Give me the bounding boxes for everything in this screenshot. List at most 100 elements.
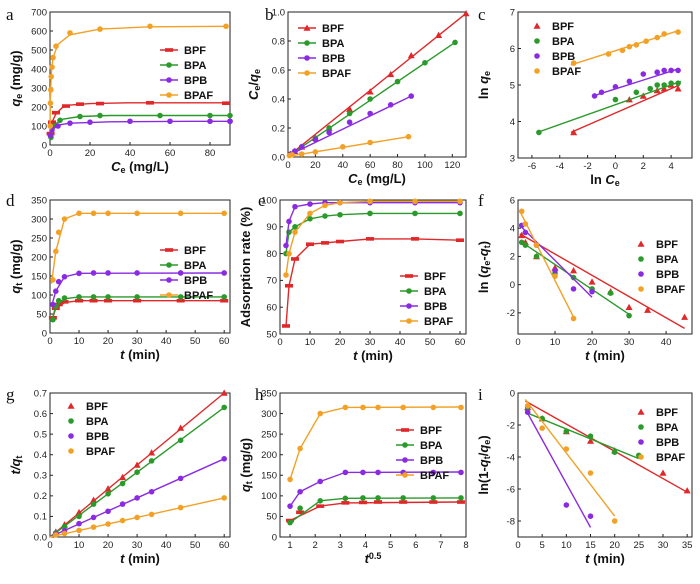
data-point-bpf <box>48 120 56 124</box>
panel-b-xtick-label: 60 <box>365 160 376 171</box>
data-point-bpf <box>587 437 594 444</box>
panel-c-xtick-label: 0 <box>613 161 618 172</box>
data-point-bpaf <box>67 30 73 36</box>
panel-g-xlabel: t (min) <box>120 551 160 566</box>
data-point-bpa <box>458 495 464 501</box>
data-point-bpa <box>346 110 353 117</box>
data-point-bpaf <box>105 210 111 217</box>
panel-d-ytick-label: 100 <box>31 290 47 301</box>
panel-a-xlabel: Ce (mg/L) <box>111 159 169 175</box>
legend-label-bpf: BPF <box>420 425 442 437</box>
data-point-bpaf <box>633 42 640 48</box>
panel-d-ytick-label: 300 <box>31 214 47 225</box>
data-point-bpf <box>133 298 142 303</box>
series-bpa-panel-d <box>50 294 227 323</box>
panel-i-xtick-label: 15 <box>585 540 596 551</box>
data-point-bpa <box>522 242 529 248</box>
data-point-bpf <box>89 298 98 303</box>
data-point-bpa <box>287 519 293 526</box>
data-point-bpaf <box>221 495 227 501</box>
series-bpaf-panel-a <box>47 23 229 130</box>
panel-b-xtick-label: 20 <box>310 160 321 171</box>
panel-g-ytick-label: 0.4 <box>34 450 47 461</box>
data-point-bpa <box>76 513 82 520</box>
panel-b-letter: b <box>265 5 274 24</box>
panel-a: 0 20 40 60 80 0 100 200 300 400 500 600 700 Ce (mg/L)… <box>6 5 233 175</box>
data-point-bpa <box>536 129 542 136</box>
panel-a-xtick-label: 40 <box>125 148 136 159</box>
panel-i-ytick-label: -8 <box>507 516 515 527</box>
panel-g-xtick-label: 60 <box>219 540 230 551</box>
data-point-bpf <box>659 469 667 476</box>
data-point-bpaf <box>53 532 59 538</box>
series-bpb-panel-b <box>287 93 415 157</box>
data-point-bpaf <box>147 23 153 30</box>
series-bpf-panel-d <box>48 298 229 322</box>
legend-label-bpf: BPF <box>184 45 206 57</box>
legend-label-bpb: BPB <box>184 75 207 87</box>
data-point-bpb <box>286 218 292 225</box>
legend-label-bpb: BPB <box>424 301 447 313</box>
legend-label-bpa: BPA <box>86 416 108 428</box>
data-point-bpf <box>285 283 293 288</box>
data-point-bpf <box>456 500 465 504</box>
panel-i-ytick-label: -2 <box>507 420 515 431</box>
series-bpb-panel-g <box>49 456 227 538</box>
data-point-bpa <box>50 316 56 323</box>
data-point-bpb <box>61 273 68 280</box>
legend-label-bpaf: BPAF <box>552 66 581 78</box>
legend-marker <box>406 288 412 294</box>
panel-a-ytick-label: 100 <box>31 121 47 132</box>
panel-e-legend: BPF BPA BPB BPAF <box>400 271 453 328</box>
panel-g-legend: BPF BPA BPB BPAF <box>67 401 115 458</box>
data-point-bpaf <box>405 133 412 140</box>
fit-line-bpaf <box>524 398 616 517</box>
panel-h-xtick-label: 7 <box>438 540 443 551</box>
data-point-bpa <box>668 80 674 86</box>
legend-label-bpf: BPF <box>184 245 206 257</box>
legend-label-bpf: BPF <box>322 23 344 35</box>
data-point-bpa <box>57 117 63 124</box>
panel-g-ytick-label: 0.7 <box>34 388 47 399</box>
legend-label-bpaf: BPAF <box>656 284 685 296</box>
panel-a-xtick-label: 20 <box>85 148 96 159</box>
legend-marker <box>637 240 645 247</box>
data-point-bpf <box>644 306 652 313</box>
panel-f-xtick-label: 20 <box>587 337 598 348</box>
panel-i-xlabel: t (min) <box>585 551 625 566</box>
panel-g-xtick-label: 50 <box>190 540 201 551</box>
data-point-bpf <box>407 52 415 59</box>
panel-i: 0 5 10 15 20 25 30 35 -8 -6 -4 -2 0 t (min) ln(1-qt/qe… <box>476 385 693 566</box>
data-point-bpa <box>326 125 332 131</box>
legend-label-bpaf: BPAF <box>86 446 115 458</box>
data-point-bpaf <box>375 404 381 411</box>
data-point-bpf <box>341 501 350 505</box>
data-point-bpaf <box>312 149 319 155</box>
panel-g-ylabel: t/qt <box>8 456 24 475</box>
data-point-bpa <box>97 112 103 119</box>
panel-i-xtick-label: 30 <box>658 540 669 551</box>
panel-d-xtick-label: 40 <box>161 336 172 347</box>
data-point-bpa <box>533 253 540 260</box>
data-point-bpb <box>167 118 173 125</box>
data-point-bpaf <box>148 511 155 518</box>
panel-h-ytick-label: 350 <box>261 388 277 399</box>
data-point-bpf <box>399 500 408 504</box>
data-point-bpb <box>307 201 313 207</box>
series-bpa-panel-a <box>48 112 233 141</box>
data-point-bpaf <box>570 315 577 322</box>
panel-c-ytick-label: 4 <box>510 117 515 128</box>
data-point-bpaf <box>675 29 681 35</box>
data-point-bpa <box>654 82 660 88</box>
series-bpf-panel-g <box>49 389 228 538</box>
legend-label-bpf: BPF <box>424 271 446 283</box>
data-point-bpaf <box>539 425 545 432</box>
data-point-bpaf <box>661 31 667 37</box>
panel-c-xtick-label: 4 <box>668 161 673 172</box>
series-bpb-panel-e <box>283 199 463 249</box>
data-point-bpb <box>661 67 667 74</box>
data-point-bpaf <box>90 210 97 217</box>
data-point-bpa <box>207 112 213 119</box>
series-bpb-panel-a <box>47 118 233 139</box>
